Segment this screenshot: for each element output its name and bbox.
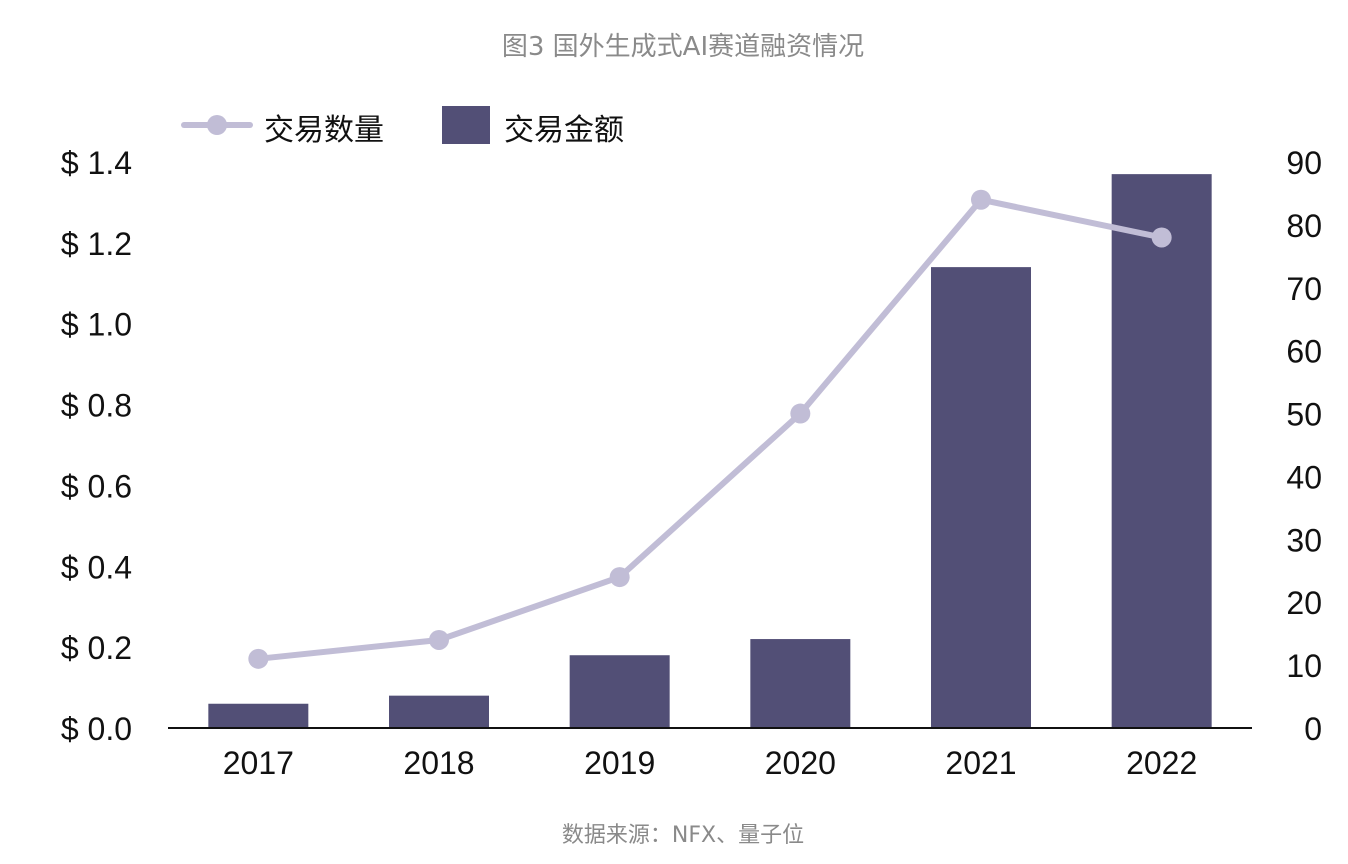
- source-note: 数据来源：NFX、量子位: [562, 823, 804, 848]
- y-left-tick-label: $ 0.4: [61, 549, 132, 585]
- y-axis-right: 0 10 20 30 40 50 60 70 80 90: [1286, 145, 1322, 747]
- count-point-2017: [248, 648, 269, 669]
- y-right-tick-label: 10: [1286, 648, 1322, 684]
- x-tick-label: 2018: [403, 745, 474, 781]
- x-tick-label: 2019: [584, 745, 655, 781]
- y-right-tick-label: 80: [1286, 208, 1322, 244]
- y-right-tick-label: 30: [1286, 522, 1322, 558]
- legend-item-count: 交易数量: [181, 113, 384, 148]
- count-point-2018: [429, 629, 449, 650]
- legend-bar-swatch: [442, 106, 490, 144]
- bar-series: [208, 174, 1212, 729]
- count-point-2019: [609, 567, 630, 588]
- y-right-tick-label: 40: [1286, 459, 1322, 495]
- count-point-2022: [1151, 227, 1172, 248]
- y-right-tick-label: 70: [1286, 271, 1322, 307]
- count-point-2020: [790, 403, 811, 424]
- y-left-tick-label: $ 0.2: [61, 630, 132, 666]
- legend-label-count: 交易数量: [264, 113, 384, 148]
- y-right-tick-label: 90: [1286, 145, 1322, 181]
- count-point-2021: [971, 189, 991, 210]
- count-line: [255, 196, 1165, 662]
- y-right-tick-label: 20: [1286, 585, 1322, 621]
- legend-item-amount: 交易金额: [442, 106, 624, 148]
- bar-2020: [750, 639, 851, 728]
- x-tick-label: 2020: [765, 745, 836, 781]
- x-tick-label: 2022: [1126, 745, 1197, 781]
- bar-2022: [1111, 174, 1212, 729]
- legend-marker-swatch: [207, 115, 227, 135]
- y-left-tick-label: $ 0.0: [61, 711, 132, 747]
- x-tick-label: 2017: [223, 745, 294, 781]
- y-axis-left: $ 0.0 $ 0.2 $ 0.4 $ 0.6 $ 0.8 $ 1.0 $ 1.2 $ 1.4: [61, 145, 132, 747]
- legend-label-amount: 交易金额: [504, 113, 624, 148]
- y-left-tick-label: $ 1.0: [61, 307, 132, 343]
- bar-2021: [931, 267, 1031, 728]
- bar-2019: [569, 655, 670, 728]
- bar-2017: [208, 703, 309, 728]
- chart-title: 图3 国外生成式AI赛道融资情况: [502, 32, 864, 62]
- y-left-tick-label: $ 1.4: [61, 145, 132, 181]
- line-series: [248, 189, 1172, 669]
- x-axis: 2017 2018 2019 2020 2021 2022: [223, 745, 1198, 781]
- y-right-tick-label: 0: [1304, 711, 1322, 747]
- y-right-tick-label: 60: [1286, 334, 1322, 370]
- y-right-tick-label: 50: [1286, 397, 1322, 433]
- y-left-tick-label: $ 0.6: [61, 468, 132, 504]
- y-left-tick-label: $ 0.8: [61, 388, 132, 424]
- bar-2018: [389, 695, 489, 728]
- legend: 交易数量 交易金额: [181, 106, 624, 148]
- y-left-tick-label: $ 1.2: [61, 226, 132, 262]
- x-tick-label: 2021: [945, 745, 1016, 781]
